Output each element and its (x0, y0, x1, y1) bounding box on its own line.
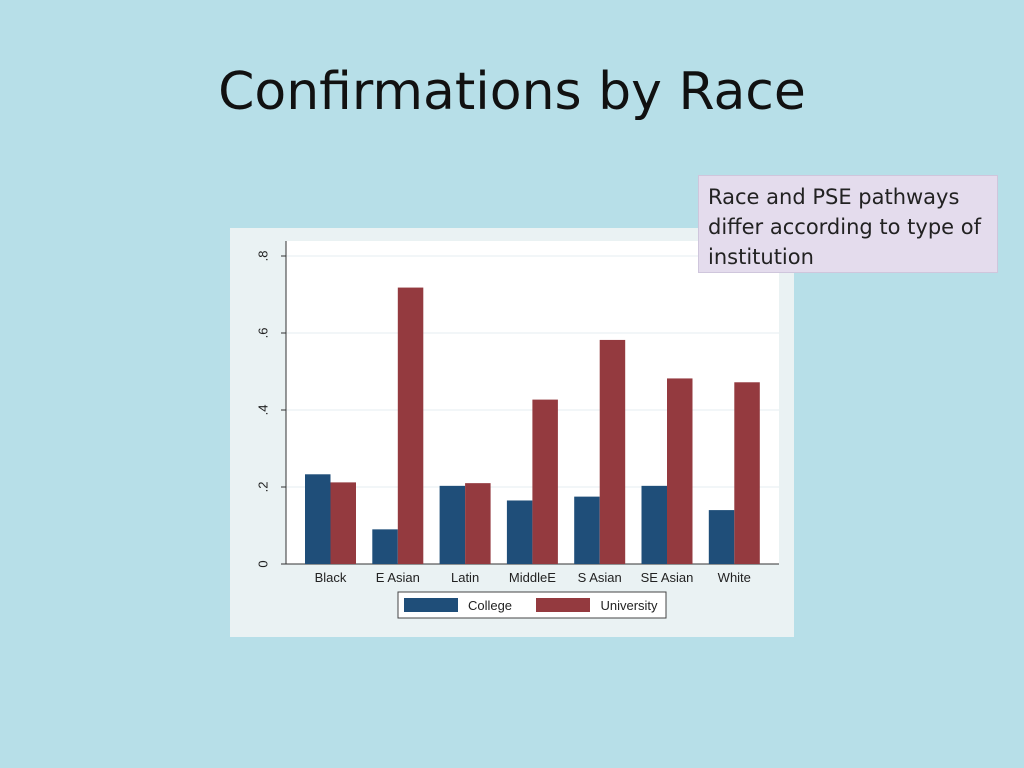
bar-college-e-asian (372, 529, 398, 564)
bar-university-s-asian (599, 339, 626, 564)
x-tick-label: E Asian (376, 570, 420, 585)
bar-college-se-asian (641, 485, 667, 564)
bar-college-latin (439, 485, 466, 564)
bar-college-white (708, 510, 735, 564)
x-tick-label: SE Asian (641, 570, 694, 585)
x-tick-label: Latin (451, 570, 479, 585)
y-tick-label: 0 (255, 560, 270, 567)
x-tick-label: Black (315, 570, 347, 585)
y-tick-label: .8 (255, 251, 270, 262)
legend-swatch-college (404, 598, 458, 612)
bar-college-s-asian (574, 496, 600, 564)
x-tick-label: White (718, 570, 751, 585)
y-tick-label: .4 (255, 405, 270, 416)
bar-university-e-asian (397, 287, 424, 564)
bar-university-black (330, 482, 356, 564)
bar-university-white (734, 382, 760, 564)
bar-chart: 0 .2 .4 .6 .8 Black E Asian Latin MiddleE S Asian… (255, 241, 779, 619)
legend-label-university: University (600, 598, 658, 613)
chart-panel: 0 .2 .4 .6 .8 Black E Asian Latin MiddleE S Asian… (230, 228, 794, 637)
y-tick-label: .2 (255, 482, 270, 493)
x-tick-label: MiddleE (509, 570, 556, 585)
slide-title: Confirmations by Race (218, 62, 806, 122)
y-tick-label: .6 (255, 328, 270, 339)
legend-label-college: College (468, 598, 512, 613)
bar-college-black (305, 474, 331, 564)
legend-swatch-university (536, 598, 590, 612)
bar-college-middlee (506, 500, 533, 564)
bar-university-se-asian (667, 378, 693, 564)
bar-university-middlee (532, 399, 558, 564)
callout-box: Race and PSE pathways differ according t… (698, 175, 998, 273)
bar-university-latin (465, 483, 491, 564)
x-tick-label: S Asian (578, 570, 622, 585)
